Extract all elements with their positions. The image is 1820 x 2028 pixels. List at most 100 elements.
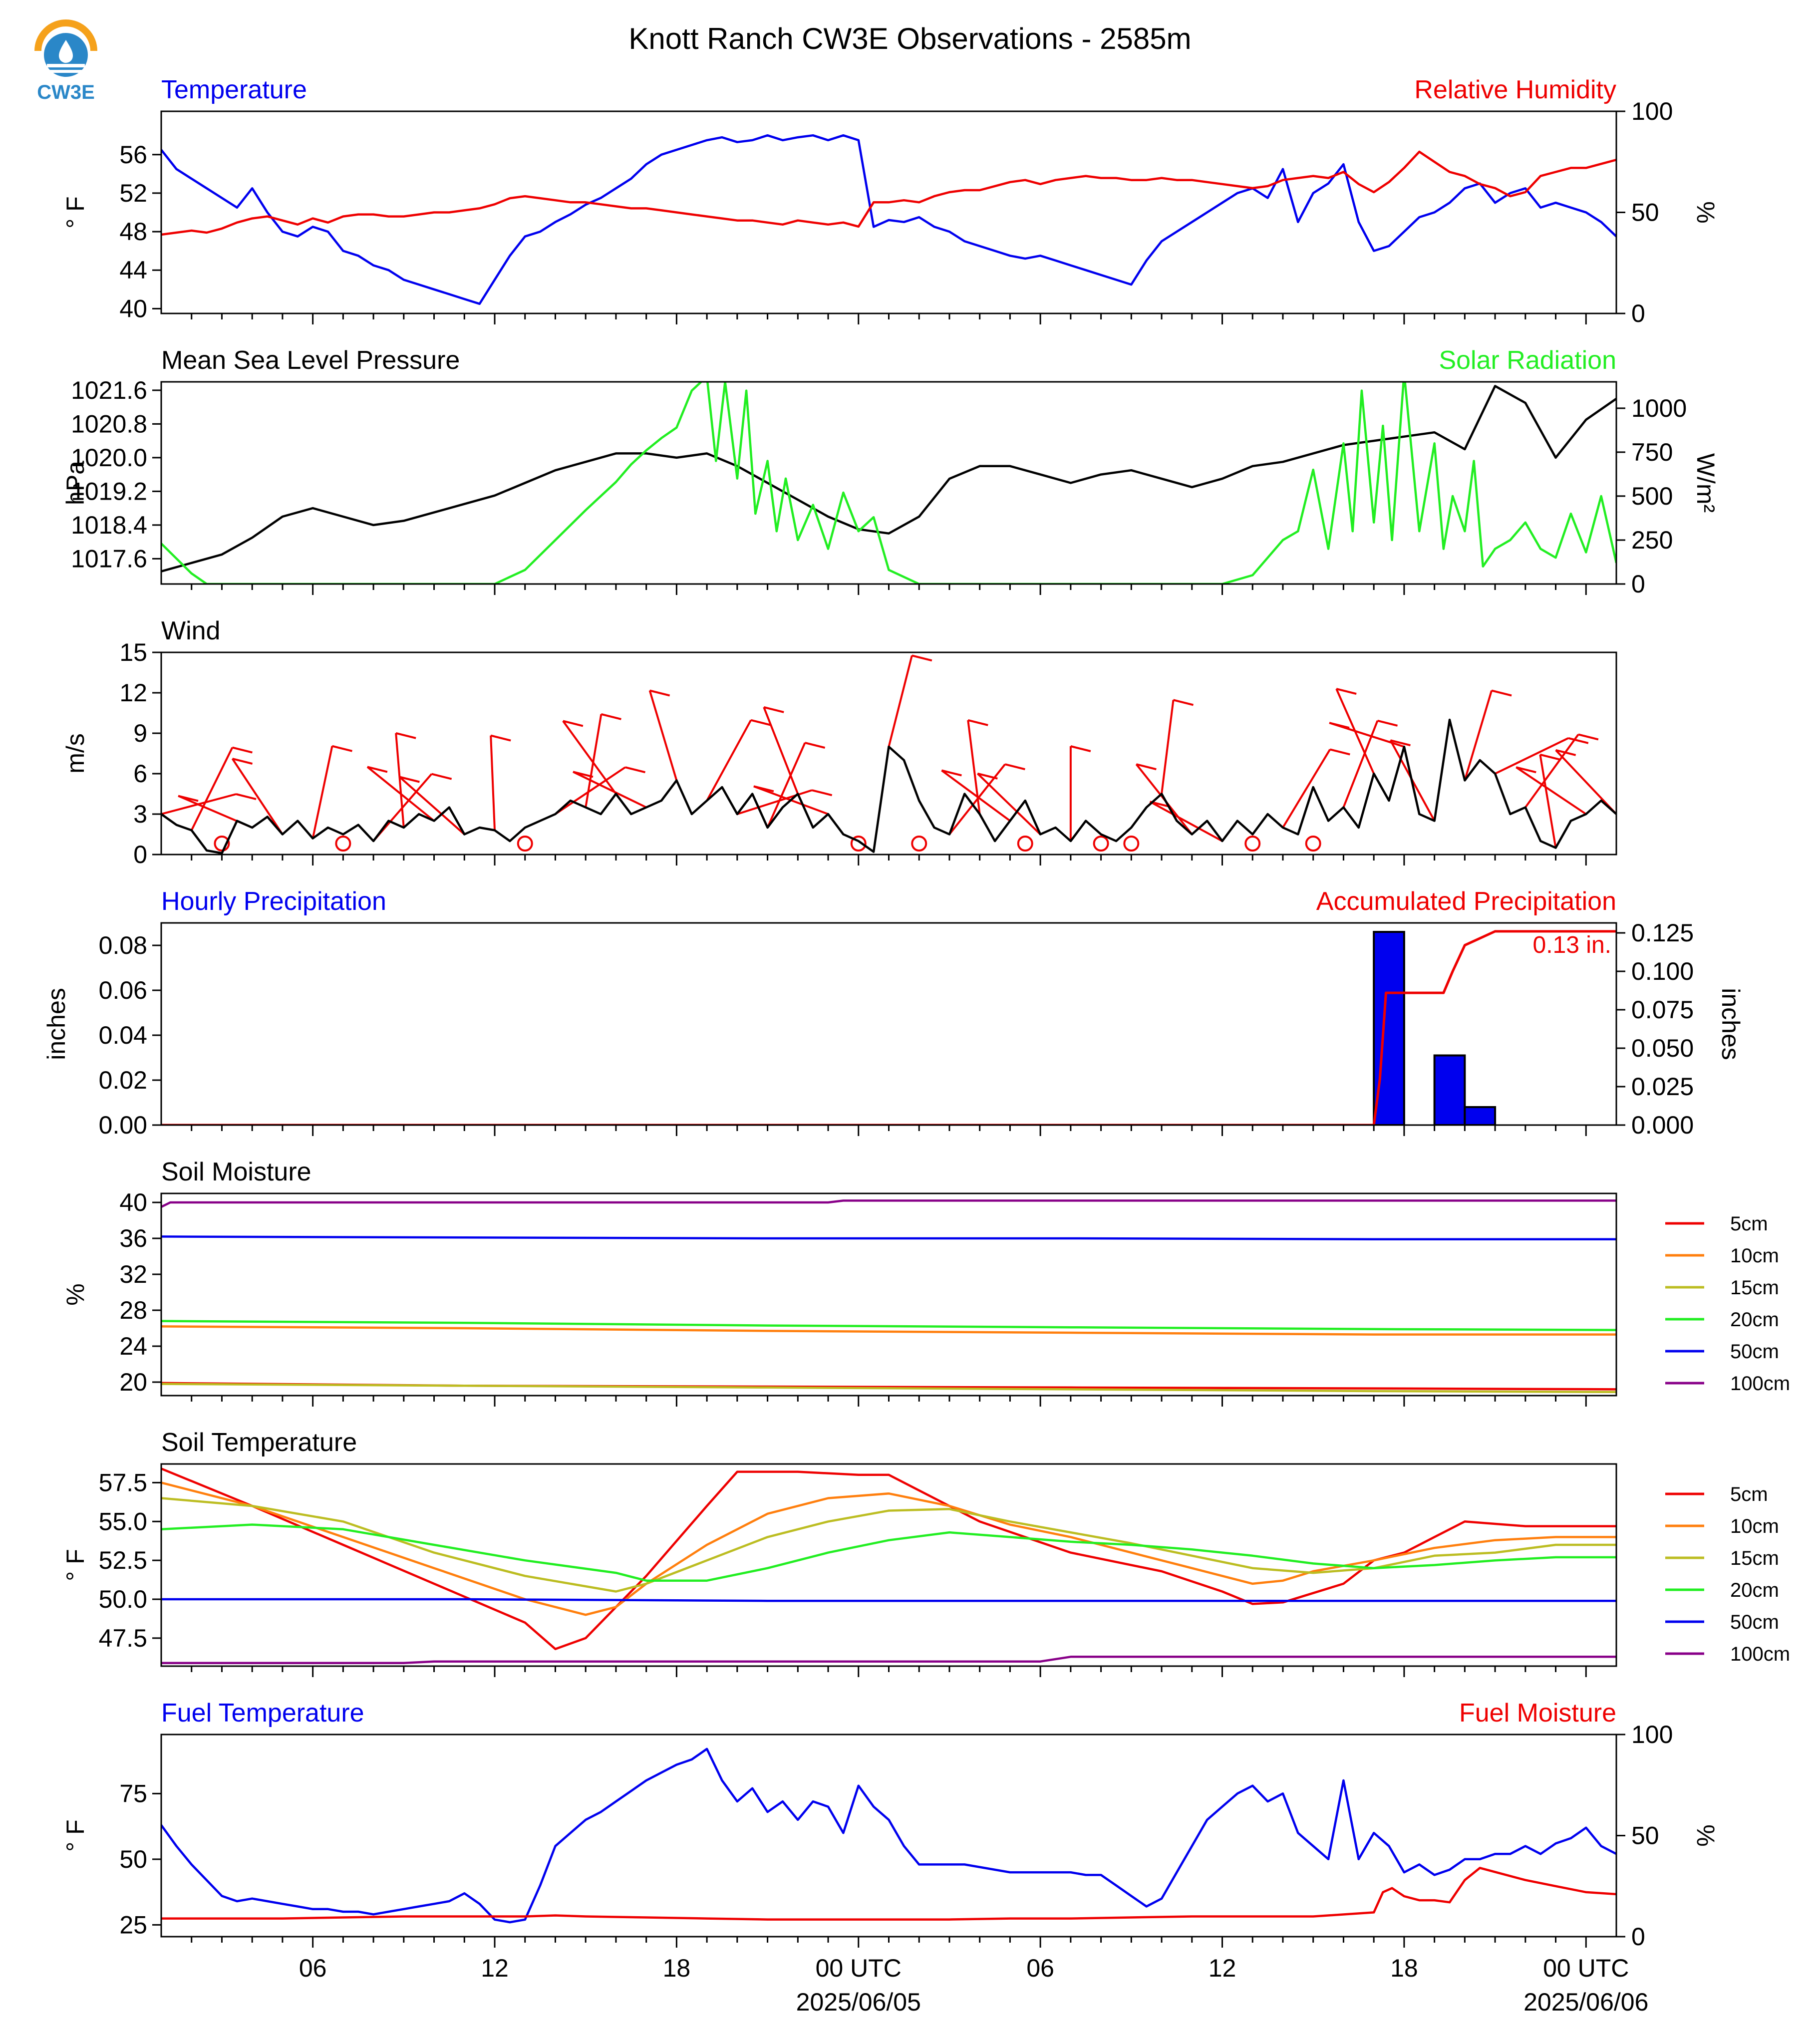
series-line-relative-humidity: [161, 150, 1616, 236]
xtick-label: 18: [663, 1954, 691, 1982]
panel-frame: [160, 922, 1617, 1126]
ytick-label-left: 15: [119, 638, 147, 666]
wind-barb-flag: [563, 720, 584, 727]
ytick-label-right: 500: [1631, 482, 1673, 510]
wind-barb-shaft: [1555, 749, 1616, 815]
panel-title-left: Soil Temperature: [161, 1428, 357, 1457]
wind-barb-shaft: [766, 742, 806, 828]
ytick-label-left: 40: [119, 1188, 147, 1216]
series-line-5cm: [161, 1467, 1616, 1650]
wind-calm-circle: [517, 836, 533, 852]
wind-barb-flag: [941, 769, 962, 777]
series-line-50cm: [161, 1598, 1616, 1602]
ytick-label-left: 3: [133, 800, 147, 828]
ytick-label-left: 0.06: [99, 976, 147, 1004]
wind-barb-flag: [399, 776, 420, 783]
ytick-label-left: 44: [119, 256, 147, 284]
panel-frame: [160, 110, 1617, 314]
wind-barb-shaft: [311, 746, 333, 839]
ytick-label-right: 0.075: [1631, 996, 1694, 1024]
ytick-label-left: 28: [119, 1296, 147, 1324]
ylabel-right: %: [1692, 201, 1720, 223]
legend-label: 10cm: [1730, 1515, 1779, 1537]
cw3e-logo-icon: CW3E: [34, 19, 97, 103]
wind-barb-shaft: [941, 769, 1011, 822]
series-line-15cm: [161, 1497, 1616, 1593]
xtick-label: 06: [1026, 1954, 1054, 1982]
wind-barb-shaft: [1516, 766, 1587, 815]
ytick-label-right: 100: [1631, 97, 1673, 125]
ytick-label-left: 0.02: [99, 1066, 147, 1094]
ytick-label-left: 0: [133, 841, 147, 869]
wind-barb-shaft: [1464, 690, 1493, 781]
ytick-label-left: 36: [119, 1224, 147, 1252]
logo-text: CW3E: [37, 81, 95, 103]
ytick-label-left: 50: [119, 1845, 147, 1873]
wind-barb-flag: [232, 758, 253, 765]
wind-barb-shaft: [490, 735, 496, 831]
legend-label: 15cm: [1730, 1547, 1779, 1569]
ylabel-left: hPa: [61, 461, 89, 505]
wind-barb-shaft: [231, 758, 284, 835]
wind-calm-circle: [850, 836, 867, 852]
xtick-label: 00 UTC: [816, 1954, 902, 1982]
plot-area: [161, 1467, 1616, 1665]
ytick-label-left: 52: [119, 179, 147, 207]
legend-label: 10cm: [1730, 1245, 1779, 1267]
wind-barb-flag: [805, 742, 826, 749]
ytick-label-left: 12: [119, 679, 147, 707]
ytick-label-right: 0.125: [1631, 919, 1694, 947]
plot-area: [161, 1747, 1616, 1924]
wind-calm-circle: [335, 836, 351, 852]
wind-barb-flag: [1516, 766, 1536, 774]
plot-area: [161, 1199, 1616, 1394]
wind-barb-flag: [625, 766, 646, 774]
series-line-20cm: [161, 1320, 1616, 1331]
panel-frame: [160, 1734, 1617, 1938]
wind-barb-shaft: [1282, 749, 1331, 829]
wind-barb-flag: [573, 771, 594, 778]
ytick-label-left: 56: [119, 141, 147, 169]
chart-title: Knott Ranch CW3E Observations - 2585m: [628, 22, 1191, 55]
wind-barb-shaft: [888, 655, 913, 747]
ytick-label-right: 250: [1631, 526, 1673, 554]
ytick-label-left: 20: [119, 1368, 147, 1396]
series-line-wind: [161, 718, 1616, 855]
wind-barb-flag: [750, 719, 771, 726]
wind-barb-flag: [236, 793, 257, 800]
wind-barb-shaft: [366, 766, 435, 822]
series-line-fuel-moisture: [161, 1867, 1616, 1921]
legend-label: 20cm: [1730, 1579, 1779, 1601]
ylabel-right: %: [1692, 1824, 1720, 1846]
wind-barb-shaft: [562, 720, 617, 795]
panel-5: Soil Moisture 20 24 28 32 36 40% 5cm 10cm 15cm 20c…: [61, 1158, 1790, 1407]
ytick-label-right: 750: [1631, 438, 1673, 466]
series-line-solar-radiation: [161, 382, 1616, 584]
legend-label: 20cm: [1730, 1309, 1779, 1331]
wind-barb-shaft: [1539, 754, 1557, 848]
panel-2: Mean Sea Level Pressure Solar Radiation 10…: [61, 346, 1720, 598]
series-line-accumulated-precipitation: [161, 930, 1616, 1125]
panel-frame: [160, 651, 1617, 856]
wind-barb-flag: [1173, 699, 1194, 706]
ytick-label-left: 1019.2: [71, 477, 147, 505]
legend-label: 5cm: [1730, 1483, 1768, 1505]
wind-barb-shaft: [706, 719, 752, 801]
xtick-label: 12: [481, 1954, 509, 1982]
total-precip-annotation: 0.13 in.: [1533, 932, 1611, 958]
series-line-10cm: [161, 1481, 1616, 1616]
legend-label: 100cm: [1730, 1373, 1790, 1395]
wind-barb-flag: [1329, 748, 1350, 756]
wind-barb-flag: [911, 654, 932, 662]
wind-barb-shaft: [648, 690, 678, 781]
panel-frame: [160, 381, 1617, 585]
ytick-label-left: 55.0: [99, 1507, 147, 1535]
ytick-label-left: 32: [119, 1260, 147, 1288]
wind-barb-flag: [753, 785, 774, 793]
wind-barb-shaft: [967, 720, 981, 815]
ytick-label-right: 100: [1631, 1721, 1673, 1748]
wind-barb-flag: [490, 734, 511, 742]
wind-barb-flag: [178, 795, 199, 802]
ytick-label-left: 1020.0: [71, 444, 147, 472]
ytick-label-right: 50: [1631, 199, 1659, 227]
